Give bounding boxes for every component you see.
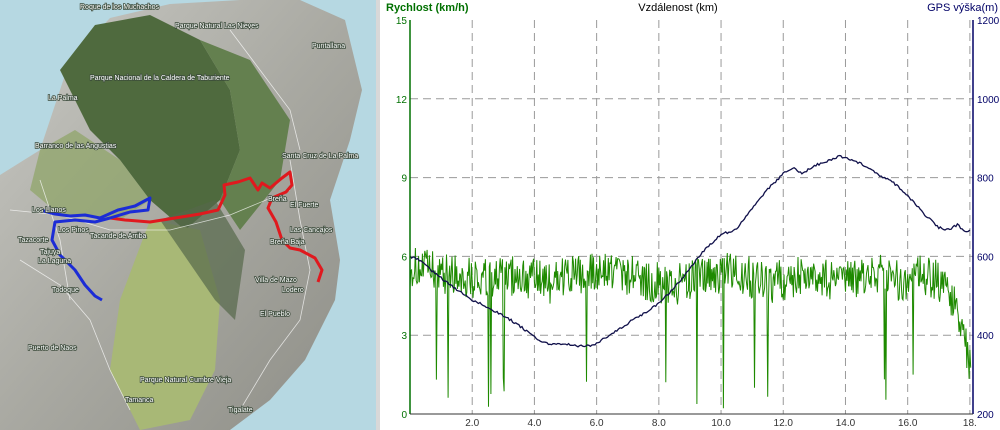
x-tick-label: 12.0	[774, 418, 794, 429]
forest-caldera	[60, 15, 240, 230]
x-tick-label: 6.0	[590, 418, 604, 429]
map-label: Parque Nacional de la Caldera de Taburie…	[90, 75, 230, 82]
altitude-series-line	[409, 154, 971, 348]
y-right-tick-label: 600	[977, 252, 994, 263]
x-tick-label: 14.0	[836, 418, 856, 429]
y-right-tick-label: 800	[977, 174, 994, 185]
map-label: Tajuya	[40, 249, 60, 256]
map-label: El Fuerte	[290, 202, 319, 209]
map-label: La Laguna	[38, 258, 71, 265]
y-right-tick-label: 1000	[977, 95, 1000, 106]
ridge-shadow	[160, 200, 245, 320]
y-left-tick-label: 15	[396, 16, 408, 27]
map-labels: Roque de los Muchachos Parque Natural La…	[17, 3, 359, 415]
x-tick-label: 4.0	[527, 418, 541, 429]
map-label: Tazacorte	[18, 237, 48, 244]
map-label: Todoque	[52, 287, 79, 294]
axes-layer: 2.0 4.0 6.0 8.0 10.0 12.0 14.0 16.0 18. 0 3 6 9 12 15 2…	[396, 16, 1000, 429]
speed-layer	[409, 247, 972, 409]
altitude-layer	[409, 154, 971, 348]
y-left-tick-label: 6	[401, 252, 407, 263]
map-label: Tigalate	[228, 407, 253, 414]
x-tick-label: 2.0	[465, 418, 479, 429]
map-label: Los Pinos	[58, 227, 89, 234]
y-right-tick-label: 200	[977, 410, 994, 421]
x-tick-label: 8.0	[652, 418, 666, 429]
map-label: El Pueblo	[260, 311, 290, 318]
map-label: Breña Baja	[270, 239, 305, 246]
y-left-tick-label: 3	[401, 331, 407, 342]
left-axis-title: Rychlost (km/h)	[386, 2, 469, 14]
map-label: Los Llanos	[32, 207, 66, 214]
map-label: Puerto de Naos	[28, 345, 77, 352]
map-label: Tacande de Arriba	[90, 233, 147, 240]
forest-south	[110, 220, 220, 430]
x-tick-label: 10.0	[711, 418, 731, 429]
elevation-speed-chart: 2.0 4.0 6.0 8.0 10.0 12.0 14.0 16.0 18. 0 3 6 9 12 15 2…	[380, 0, 1000, 430]
map-label: Breña	[268, 196, 287, 203]
forest-east	[200, 40, 290, 230]
chart-background	[380, 0, 1000, 430]
map-label: Santa Cruz de La Palma	[282, 153, 358, 160]
map-panel[interactable]: Roque de los Muchachos Parque Natural La…	[0, 0, 376, 430]
map-label: Roque de los Muchachos	[80, 4, 159, 11]
map-label: Parque Natural Las Nieves	[175, 23, 259, 30]
x-tick-label: 16.0	[898, 418, 918, 429]
map-label: Villa de Mazo	[255, 277, 297, 284]
route-blue	[39, 196, 152, 302]
panel-divider	[376, 0, 380, 430]
map-label: Tamanca	[125, 397, 154, 404]
map-label: Lodero	[282, 287, 304, 294]
right-axis-title: GPS výška(m)	[927, 2, 998, 14]
forest-light	[30, 130, 150, 220]
map-label: Las Cancajos	[290, 227, 333, 234]
speed-series-line	[409, 247, 972, 409]
y-right-tick-label: 1200	[977, 16, 1000, 27]
map-label: Parque Natural Cumbre Vieja	[140, 377, 231, 384]
y-left-tick-label: 12	[396, 95, 408, 106]
y-left-tick-label: 9	[401, 174, 407, 185]
map-label: La Palma	[48, 95, 78, 102]
chart-title: Vzdálenost (km)	[638, 2, 717, 14]
map-canvas: Roque de los Muchachos Parque Natural La…	[0, 0, 376, 430]
map-label: Barranco de las Angustias	[35, 143, 117, 150]
grid-layer	[410, 20, 973, 414]
chart-panel[interactable]: 2.0 4.0 6.0 8.0 10.0 12.0 14.0 16.0 18. 0 3 6 9 12 15 2…	[380, 0, 1000, 430]
route-red	[109, 170, 324, 283]
y-right-tick-label: 400	[977, 331, 994, 342]
y-left-tick-label: 0	[401, 410, 407, 421]
map-label: Puntallana	[312, 43, 345, 50]
x-tick-label: 18.	[963, 418, 977, 429]
